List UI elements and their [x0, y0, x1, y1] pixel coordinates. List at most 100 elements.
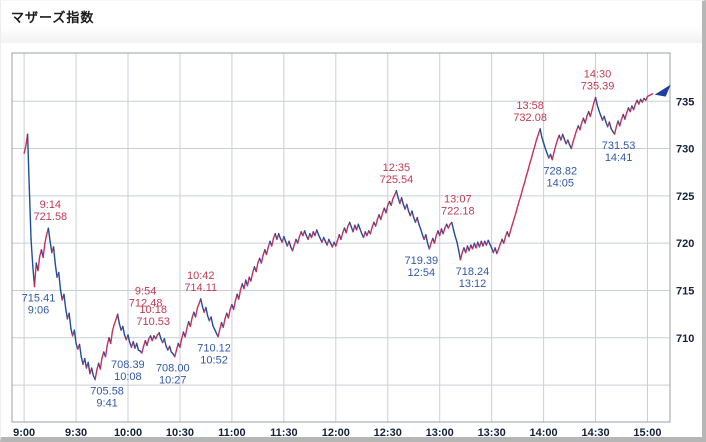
- chart-area: 9:00 9:30 10:00 10:30 11:00 11:30 12:00 12:30 13…: [8, 49, 700, 439]
- price-line-segment: [255, 262, 259, 273]
- price-line-segment: [59, 288, 63, 301]
- price-line-segment: [232, 300, 237, 311]
- price-line-segment: [42, 242, 46, 259]
- page-title: マザーズ指数: [11, 10, 95, 25]
- price-line-segment: [541, 136, 545, 144]
- price-line-segment: [433, 234, 437, 244]
- price-line-segment: [395, 190, 399, 199]
- price-line-segment: [184, 327, 188, 338]
- high-annotation: 14:30: [584, 69, 612, 81]
- price-line-segment: [288, 240, 292, 248]
- price-line-segment: [516, 199, 521, 207]
- price-line-segment: [454, 235, 458, 243]
- price-line-segment: [33, 262, 37, 288]
- low-annotation: 14:41: [605, 152, 633, 164]
- price-line-segment: [283, 235, 287, 242]
- price-line-segment: [530, 150, 534, 159]
- price-line-segment: [525, 169, 529, 177]
- price-line-segment: [217, 328, 221, 338]
- high-annotation: 710.53: [136, 316, 170, 328]
- price-line-segment: [518, 194, 522, 202]
- low-annotation: 9:41: [96, 398, 117, 410]
- price-line-segment: [596, 104, 600, 112]
- price-line-segment: [303, 230, 308, 237]
- high-annotation: 714.11: [184, 282, 217, 294]
- price-line-segment: [534, 138, 538, 147]
- price-line-segment: [459, 251, 463, 261]
- price-line-segment: [584, 115, 588, 124]
- price-line-segment: [64, 307, 69, 320]
- price-line-segment: [179, 338, 183, 348]
- price-line-segment: [335, 239, 339, 247]
- price-line-segment: [277, 233, 282, 240]
- price-line-segment: [400, 197, 405, 206]
- price-line-segment: [357, 223, 361, 230]
- price-line-segment: [529, 157, 533, 165]
- price-line-segment: [49, 240, 53, 254]
- price-line-segment: [194, 307, 198, 318]
- price-line-segment: [141, 345, 145, 354]
- price-line-segment: [511, 217, 515, 225]
- x-axis-label: 10:30: [166, 427, 194, 439]
- current-price-arrow-icon: [654, 84, 671, 97]
- price-line-segment: [535, 133, 540, 140]
- price-line-segment: [561, 133, 566, 140]
- price-line-segment: [522, 181, 526, 190]
- high-annotation: 725.54: [380, 174, 414, 186]
- high-annotation: 732.08: [513, 112, 547, 124]
- price-line-segment: [174, 349, 178, 358]
- price-line-segment: [589, 109, 593, 118]
- low-annotation: 10:52: [200, 355, 228, 367]
- y-axis-label: 730: [676, 144, 694, 156]
- price-line-segment: [260, 254, 264, 264]
- x-axis-label: 15:00: [633, 427, 661, 439]
- price-line-segment: [52, 246, 56, 265]
- low-annotation: 719.39: [404, 255, 438, 267]
- x-axis-label: 12:00: [322, 427, 350, 439]
- price-line-segment: [44, 233, 48, 244]
- price-line-segment: [428, 242, 432, 250]
- price-line-segment: [54, 263, 58, 278]
- price-chart: 9:00 9:30 10:00 10:30 11:00 11:30 12:00 12:30 13…: [11, 52, 694, 439]
- high-annotation: 13:58: [516, 100, 544, 112]
- price-line-segment: [345, 225, 349, 234]
- price-line-segment: [196, 303, 200, 310]
- low-annotation: 715.41: [22, 293, 56, 305]
- x-axis-label: 11:00: [218, 427, 246, 439]
- price-line-segment: [340, 232, 344, 241]
- price-line-segment: [30, 238, 34, 267]
- price-line-segment: [227, 308, 231, 319]
- low-annotation: 708.00: [156, 363, 190, 375]
- price-line-segment: [90, 367, 95, 377]
- low-annotation: 728.82: [543, 166, 577, 178]
- price-line-segment: [78, 343, 82, 358]
- x-axis-label: 12:30: [374, 427, 402, 439]
- y-axis-label: 715: [676, 285, 694, 297]
- price-line-segment: [572, 135, 576, 143]
- price-line-segment: [63, 293, 67, 310]
- price-line-segment: [163, 338, 167, 348]
- price-line-segment: [632, 103, 637, 111]
- price-line-segment: [579, 122, 583, 131]
- price-line-segment: [359, 228, 363, 235]
- price-line-segment: [189, 317, 193, 328]
- price-line-segment: [527, 162, 531, 172]
- price-line-segment: [567, 139, 571, 146]
- price-line-segment: [515, 205, 519, 214]
- price-line-segment: [442, 227, 446, 235]
- price-line-segment: [109, 330, 114, 345]
- low-annotation: 710.12: [197, 343, 231, 355]
- price-line-segment: [553, 145, 557, 154]
- high-annotation: 10:42: [187, 270, 215, 282]
- price-line-segment: [116, 313, 121, 325]
- low-annotation: 10:27: [159, 375, 187, 387]
- price-line-segment: [591, 102, 595, 111]
- price-line-segment: [539, 128, 543, 138]
- price-line-segment: [135, 342, 140, 351]
- high-annotation: 10:18: [139, 304, 167, 316]
- price-line-segment: [316, 229, 320, 236]
- low-annotation: 705.58: [90, 386, 124, 398]
- low-annotation: 708.39: [111, 359, 145, 371]
- price-line-segment: [104, 344, 108, 358]
